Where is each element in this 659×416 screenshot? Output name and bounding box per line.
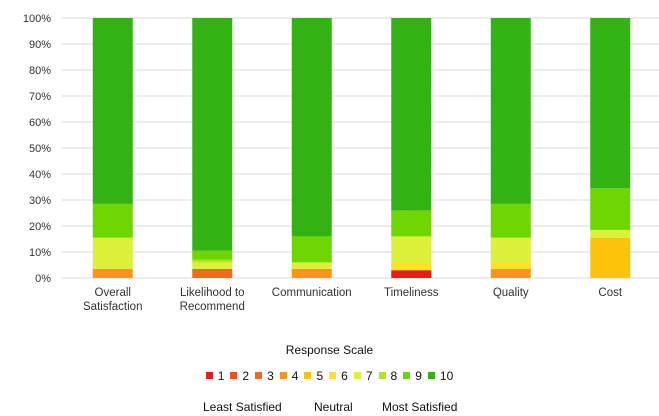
y-tick-label: 20%	[29, 221, 51, 233]
legend-swatch	[205, 372, 213, 379]
scale-label-neutral: Neutral	[314, 400, 353, 414]
legend-label: 5	[316, 369, 324, 383]
y-tick-label: 50%	[29, 143, 51, 155]
bar-segment-7	[92, 237, 133, 269]
bar-segment-9	[291, 236, 332, 263]
x-category-label: Cost	[598, 287, 622, 299]
bar-segment-10	[391, 18, 432, 211]
legend-item-1: 1	[205, 369, 225, 383]
bar-segment-6	[490, 262, 531, 269]
bar-segment-7	[291, 262, 332, 269]
bar-segment-7	[490, 237, 531, 263]
bar-segment-9	[92, 203, 133, 238]
bar-segment-1	[391, 270, 432, 278]
legend-title: Response Scale	[285, 343, 374, 357]
y-tick-label: 30%	[29, 195, 51, 207]
legend-swatch	[427, 372, 435, 379]
legend-label: 9	[415, 369, 422, 383]
bar-segment-10	[92, 18, 133, 204]
bars	[92, 18, 631, 278]
legend-label: 6	[341, 369, 348, 383]
legend-swatch	[403, 372, 411, 379]
x-category-label: Timeliness	[384, 287, 439, 299]
bar-segment-7	[391, 236, 432, 263]
scale-label-least: Least Satisfied	[203, 400, 282, 414]
legend-swatch	[255, 372, 263, 379]
legend-swatch	[304, 372, 312, 379]
x-category-label: Communication	[272, 287, 352, 299]
legend-item-3: 3	[255, 369, 274, 383]
legend-swatch	[329, 372, 337, 379]
y-tick-label: 90%	[29, 39, 51, 51]
legend-swatch	[353, 372, 361, 379]
bar-segment-10	[490, 18, 531, 204]
bar-segment-8	[192, 259, 233, 263]
bar-segment-4	[92, 268, 133, 278]
x-axis-labels: Overall Satisfaction Likelihood to Recommen…	[83, 287, 623, 313]
legend-item-7: 7	[353, 369, 373, 383]
legend-label: 2	[242, 369, 250, 383]
bar-segment-6	[391, 262, 432, 271]
x-category-label: Overall Satisfaction	[83, 287, 142, 313]
y-tick-label: 70%	[29, 91, 51, 103]
legend-item-5: 5	[304, 369, 323, 383]
legend-label: 8	[390, 369, 398, 383]
bar-segment-4	[490, 268, 531, 278]
scale-label-most: Most Satisfied	[382, 400, 458, 414]
legend-label: 7	[365, 369, 373, 383]
legend-label: 4	[291, 369, 299, 383]
y-tick-label: 80%	[29, 65, 51, 77]
bar-segment-9	[192, 250, 233, 260]
legend-label: 1	[217, 369, 225, 383]
bar-segment-9	[490, 203, 531, 238]
legend-item-10: 10	[427, 369, 454, 383]
bar-segment-10	[590, 18, 631, 189]
bar-segment-10	[291, 18, 332, 237]
legend-swatch	[378, 372, 386, 379]
y-tick-label: 10%	[29, 247, 51, 259]
bar-segment-7	[192, 262, 233, 269]
gridlines	[62, 17, 659, 279]
bar-segment-3	[192, 268, 233, 278]
bar-segment-9	[391, 210, 432, 237]
legend-label: 10	[439, 369, 454, 383]
y-tick-label: 40%	[29, 169, 51, 181]
bar-segment-9	[590, 188, 631, 230]
legend-item-2: 2	[230, 369, 249, 383]
bar-segment-5	[590, 237, 631, 278]
legend: 1 2 3 4 5 6 7 8 9 10	[0, 369, 659, 383]
legend-item-8: 8	[378, 369, 398, 383]
bar-segment-7	[590, 229, 631, 238]
y-tick-label: 100%	[23, 13, 51, 25]
legend-item-4: 4	[279, 369, 299, 383]
bar-segment-4	[291, 268, 332, 278]
legend-item-9: 9	[403, 369, 422, 383]
legend-label: 3	[267, 369, 274, 383]
x-category-label: Likelihood to Recommend	[180, 287, 245, 313]
legend-swatch	[279, 372, 287, 379]
y-axis-ticks: 0% 10% 20% 30% 40% 50% 60% 70% 80% 90% 100%	[23, 13, 51, 285]
legend-swatch	[230, 372, 238, 379]
legend-item-6: 6	[329, 369, 348, 383]
y-tick-label: 0%	[35, 273, 51, 285]
y-tick-label: 60%	[29, 117, 51, 129]
bar-segment-10	[192, 18, 233, 251]
x-category-label: Quality	[493, 287, 529, 299]
